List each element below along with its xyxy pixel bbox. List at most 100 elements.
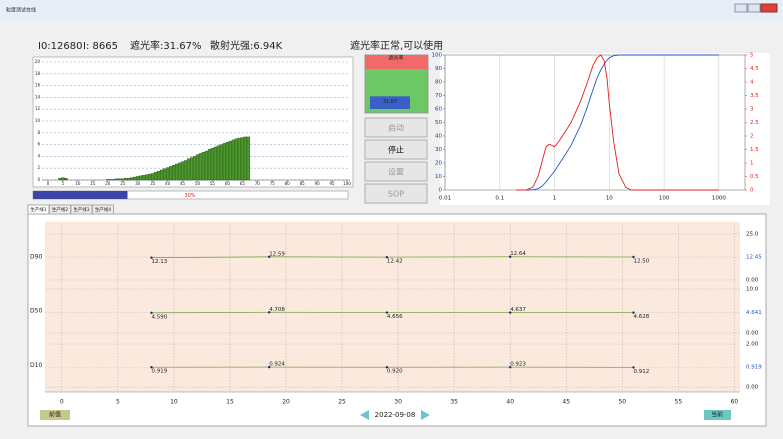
point <box>632 366 635 369</box>
x-tick-label: 60 <box>225 181 231 186</box>
x-tick-label: 20 <box>105 181 111 186</box>
point-label: 12.42 <box>387 259 403 265</box>
tab-label: 生产线2 <box>52 206 68 213</box>
x-tick-label: 50 <box>618 399 626 406</box>
y-tick-label: 16 <box>35 83 41 88</box>
bar <box>207 149 212 181</box>
point <box>632 311 635 314</box>
point-label: 0.924 <box>269 362 285 368</box>
x-tick-label: 30 <box>394 399 402 406</box>
tab-label: 生产线4 <box>95 206 111 213</box>
series-line <box>516 54 719 191</box>
point-label: 4.637 <box>510 307 526 313</box>
x-tick-label: 5 <box>116 399 120 406</box>
x-tick-label: 25 <box>338 399 346 406</box>
gauge-value: 31.67 <box>383 99 397 105</box>
point <box>509 311 512 314</box>
date-label: 2022-09-08 <box>375 411 416 419</box>
bar <box>61 177 65 181</box>
panel-label: D90 <box>30 254 42 261</box>
bar <box>165 167 170 181</box>
button[interactable] <box>364 183 428 204</box>
bar <box>213 146 218 181</box>
y-tick-label: 40 <box>435 134 442 140</box>
tab-label: 生产线1 <box>30 206 46 213</box>
info-scatter: 散射光强:6.94K <box>210 39 283 52</box>
bar <box>118 178 122 181</box>
bar <box>106 179 110 181</box>
point <box>267 255 271 259</box>
y2-tick-label: 0.5 <box>750 174 759 180</box>
y-tick-label: 14 <box>35 94 41 99</box>
point <box>267 365 271 369</box>
prev-button[interactable] <box>40 410 70 420</box>
y-tick-label: 0.00 <box>746 385 759 391</box>
button-label: 启动 <box>388 123 404 133</box>
current-button[interactable] <box>704 410 731 420</box>
x-tick-label: 0.1 <box>495 196 504 202</box>
point-label: 4.590 <box>151 314 167 320</box>
point <box>385 311 389 314</box>
mean-label: 0.919 <box>746 365 762 371</box>
title-bar <box>0 0 783 20</box>
x-tick-label: 25 <box>120 181 126 186</box>
y2-tick-label: 3 <box>750 107 754 113</box>
bar <box>219 144 224 181</box>
y2-tick-label: 2 <box>750 134 754 140</box>
x-tick-label: 80 <box>285 181 291 186</box>
y-tick-label: 18 <box>35 71 41 76</box>
date-next-arrow[interactable] <box>421 410 430 420</box>
bar <box>168 166 173 181</box>
x-tick-label: 95 <box>330 181 336 186</box>
tab-label: 生产线3 <box>73 206 89 213</box>
y-tick-label: 6 <box>37 142 40 147</box>
point-label: 12.50 <box>634 259 650 265</box>
bar <box>151 173 155 181</box>
x-tick-label: 100 <box>343 181 351 186</box>
x-tick-label: 10 <box>170 399 178 406</box>
bar <box>121 178 125 181</box>
panel-label: D10 <box>30 362 42 369</box>
maximize-button[interactable] <box>747 3 761 13</box>
bar <box>237 137 241 181</box>
point <box>150 311 153 315</box>
y-tick-label: 2.00 <box>746 342 759 348</box>
x-tick-label: 75 <box>270 181 276 186</box>
y-tick-label: 0 <box>439 188 443 194</box>
prev-label: 前值 <box>49 411 61 419</box>
point <box>150 256 153 259</box>
point-label: 0.912 <box>634 369 650 375</box>
bar <box>148 173 152 181</box>
bar <box>124 178 128 181</box>
point-label: 0.923 <box>510 362 526 368</box>
bar <box>171 165 176 181</box>
y-tick-label: 90 <box>435 66 442 72</box>
window-title: 粒度测试在线 <box>6 7 36 14</box>
button[interactable] <box>364 139 428 160</box>
y-tick-label: 20 <box>35 59 41 64</box>
bar <box>130 177 134 181</box>
bar <box>145 174 149 181</box>
y-tick-label: 30 <box>435 147 442 153</box>
y-tick-label: 60 <box>435 107 442 113</box>
x-tick-label: 100 <box>659 196 670 202</box>
bar <box>228 140 232 181</box>
tab[interactable] <box>92 204 114 215</box>
date-prev-arrow[interactable] <box>360 410 369 420</box>
y-tick-label: 0 <box>37 177 40 182</box>
bar <box>127 178 131 181</box>
x-tick-label: 15 <box>226 399 234 406</box>
bar <box>204 150 209 181</box>
minimize-button[interactable] <box>734 3 748 13</box>
plot-frame <box>444 54 746 191</box>
bar <box>177 162 182 181</box>
close-button[interactable] <box>760 3 778 13</box>
button[interactable] <box>364 161 428 182</box>
gauge-bar <box>370 96 410 109</box>
point-label: 4.628 <box>634 314 650 320</box>
x-tick-label: 85 <box>300 181 306 186</box>
button[interactable] <box>364 117 428 138</box>
series-line <box>516 54 719 191</box>
y2-tick-label: 4 <box>750 80 754 86</box>
